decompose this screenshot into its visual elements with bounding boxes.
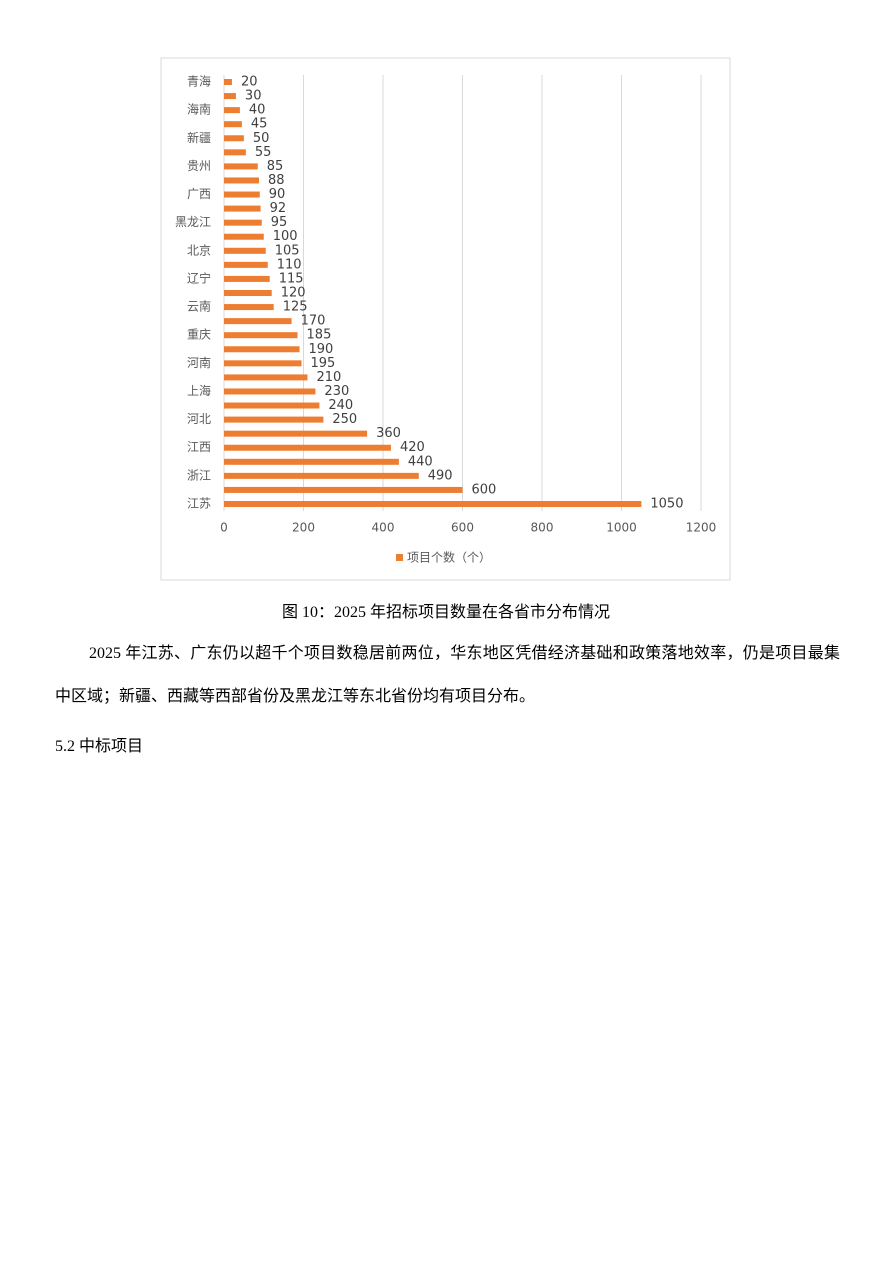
y-tick-label: 江苏 <box>187 497 211 511</box>
data-label: 1050 <box>650 497 683 512</box>
y-tick-label: 海南 <box>187 102 211 117</box>
y-tick-label: 北京 <box>187 243 211 257</box>
data-label: 125 <box>283 300 308 315</box>
y-tick-label: 辽宁 <box>187 270 211 285</box>
legend-label: 项目个数（个） <box>407 550 491 565</box>
bar <box>224 149 246 156</box>
data-label: 120 <box>281 286 306 301</box>
data-label: 600 <box>472 482 497 497</box>
data-label: 55 <box>255 145 272 160</box>
bar <box>224 388 316 395</box>
bar <box>224 346 300 353</box>
x-tick-label: 200 <box>292 521 315 535</box>
legend-swatch <box>396 554 403 561</box>
y-tick-label: 贵州 <box>187 159 211 173</box>
y-tick-label: 广西 <box>187 187 211 201</box>
data-label: 100 <box>273 229 298 244</box>
x-tick-label: 1200 <box>686 521 717 535</box>
data-label: 45 <box>251 117 268 132</box>
data-label: 190 <box>309 342 334 357</box>
y-tick-label: 上海 <box>187 383 211 398</box>
bar <box>224 458 399 465</box>
data-label: 240 <box>328 398 353 413</box>
bar <box>224 290 272 296</box>
bar <box>224 107 240 114</box>
data-label: 90 <box>269 187 286 202</box>
data-label: 110 <box>277 257 302 272</box>
bar <box>224 135 244 142</box>
data-label: 490 <box>428 468 453 483</box>
bar <box>224 275 270 282</box>
caption: 图 10：2025 年招标项目数量在各省市分布情况 <box>281 604 610 621</box>
bar <box>224 472 419 479</box>
bar <box>224 205 261 212</box>
bar <box>224 304 274 311</box>
x-tick-label: 1000 <box>606 521 637 535</box>
y-tick-label: 云南 <box>187 299 211 314</box>
bar <box>224 402 320 409</box>
data-label: 85 <box>267 159 284 174</box>
y-tick-label: 河南 <box>187 355 211 370</box>
data-label: 30 <box>245 89 262 104</box>
bar <box>224 416 324 423</box>
data-label: 92 <box>270 201 287 216</box>
data-label: 40 <box>249 103 266 118</box>
data-label: 115 <box>279 271 304 286</box>
bar <box>224 501 642 507</box>
bar <box>224 219 262 226</box>
bar <box>224 79 232 85</box>
bar <box>224 374 308 381</box>
bar <box>224 486 463 493</box>
bar <box>224 121 242 128</box>
y-tick-label: 河北 <box>187 412 211 426</box>
bar <box>224 444 391 451</box>
bar <box>224 163 258 170</box>
y-tick-label: 重庆 <box>187 328 211 342</box>
data-label: 20 <box>241 75 258 90</box>
bar <box>224 332 298 339</box>
bar <box>224 318 292 325</box>
y-tick-label: 浙江 <box>187 468 211 482</box>
data-label: 360 <box>376 426 401 441</box>
data-label: 50 <box>253 131 270 146</box>
x-tick-label: 0 <box>220 521 228 535</box>
data-label: 250 <box>332 412 357 427</box>
data-label: 230 <box>324 384 349 399</box>
y-tick-label: 新疆 <box>187 130 211 145</box>
x-tick-label: 400 <box>372 521 395 535</box>
bar <box>224 261 268 268</box>
data-label: 210 <box>316 370 341 385</box>
data-label: 420 <box>400 440 425 455</box>
y-tick-label: 江西 <box>187 440 211 454</box>
bar <box>224 360 302 367</box>
data-label: 185 <box>307 328 332 343</box>
bar <box>224 191 260 198</box>
y-tick-label: 青海 <box>187 74 211 89</box>
x-tick-label: 600 <box>451 521 474 535</box>
data-label: 88 <box>268 173 285 188</box>
bar <box>224 430 368 437</box>
bar <box>224 93 236 100</box>
paragraph: 2025 年江苏、广东仍以超千个项目数稳居前两位，华东地区凭借经济基础和政策落地… <box>55 645 840 705</box>
data-label: 170 <box>301 314 326 329</box>
y-tick-label: 黑龙江 <box>175 215 211 229</box>
data-label: 105 <box>275 243 300 258</box>
x-tick-label: 800 <box>531 521 554 535</box>
bar <box>224 247 266 254</box>
bar <box>224 233 264 240</box>
bar <box>224 177 259 184</box>
section-heading: 5.2 中标项目 <box>55 738 144 755</box>
data-label: 95 <box>271 215 288 230</box>
data-label: 195 <box>311 356 336 371</box>
data-label: 440 <box>408 454 433 469</box>
